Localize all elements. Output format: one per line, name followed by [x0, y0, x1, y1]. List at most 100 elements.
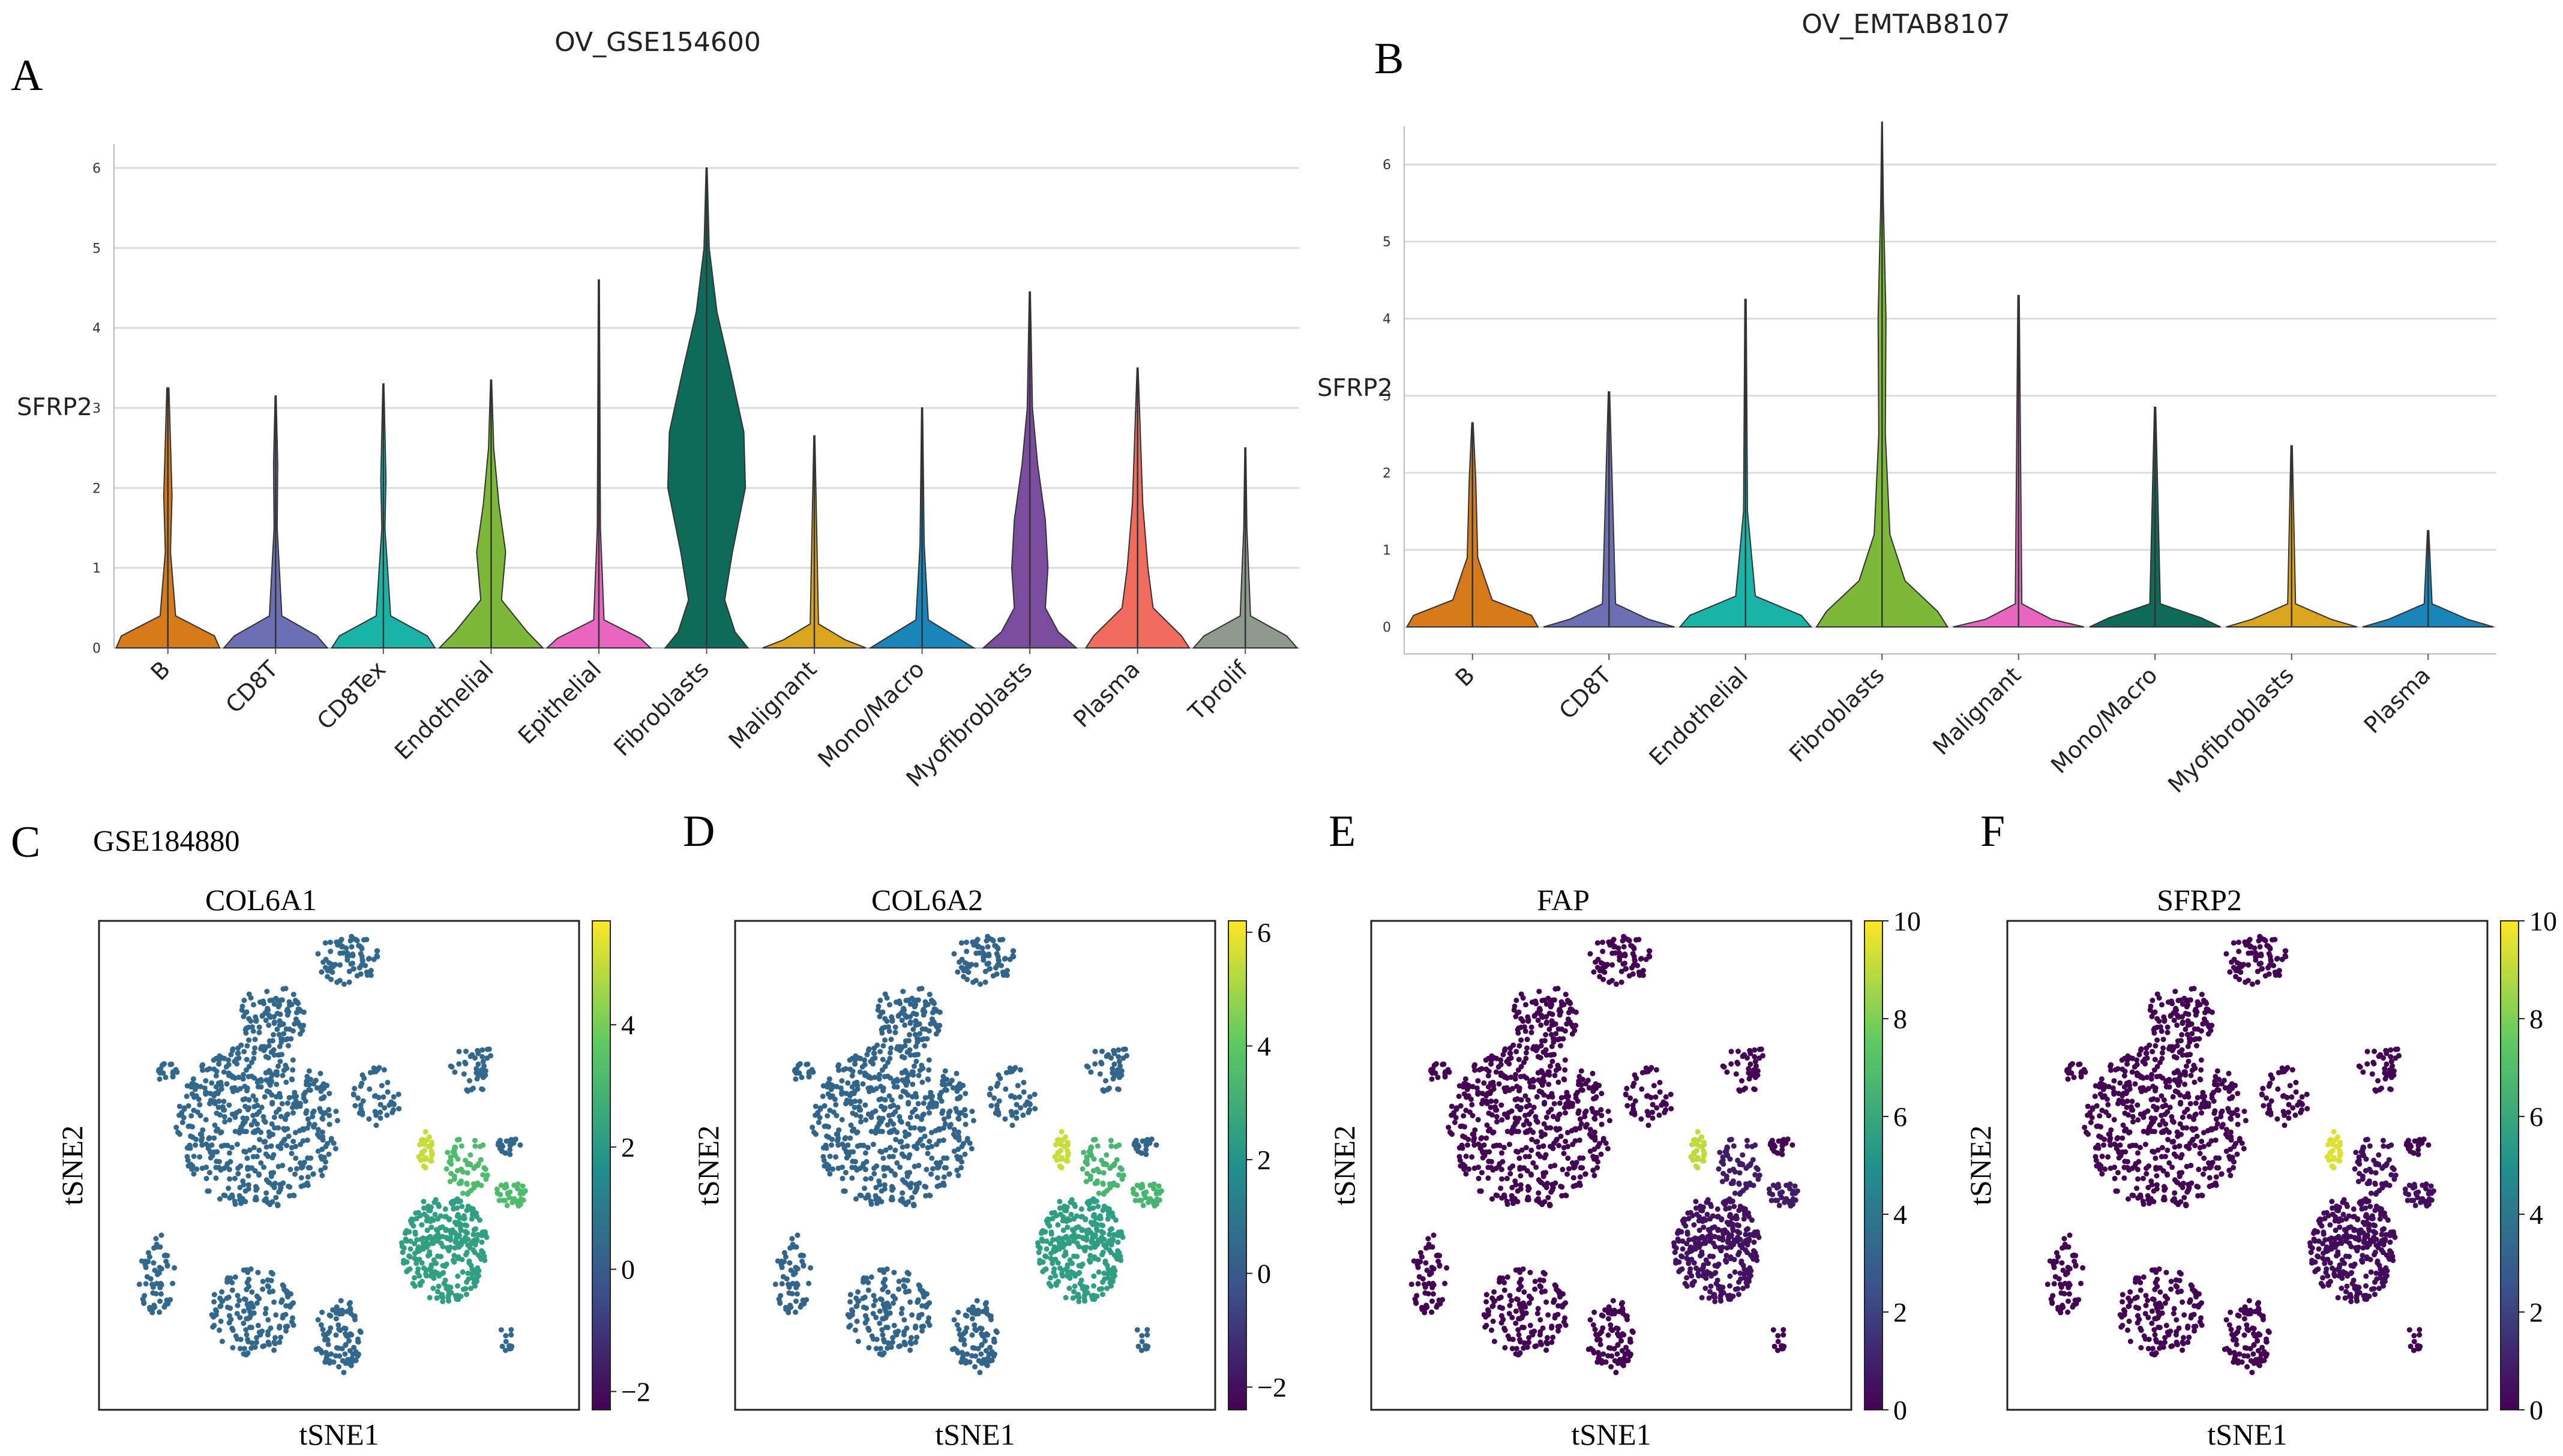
tsne-point	[1546, 1026, 1552, 1032]
tsne-point	[1526, 1185, 1532, 1191]
tsne-point	[412, 1250, 418, 1256]
tsne-point	[1701, 1158, 1707, 1164]
tsne-point	[497, 1137, 503, 1143]
tsne-point	[1089, 1152, 1095, 1158]
tsne-point	[450, 1257, 456, 1263]
tsne-point	[901, 1317, 907, 1323]
tsne-point	[451, 1176, 457, 1182]
tsne-point	[1743, 1280, 1749, 1286]
tsne-point	[984, 1311, 990, 1316]
tsne-point	[1695, 1164, 1701, 1170]
tsne-point	[931, 1006, 937, 1012]
tsne-point	[466, 1258, 472, 1264]
tsne-point	[1039, 1229, 1045, 1234]
tsne-point	[941, 1174, 947, 1180]
tsne-point	[840, 1164, 846, 1170]
tsne-point	[1618, 979, 1624, 985]
tsne-point	[504, 1202, 510, 1208]
tsne-point	[415, 1209, 421, 1215]
tsne-point	[1500, 1052, 1506, 1058]
tsne-point	[1096, 1169, 1102, 1175]
tsne-point	[961, 974, 967, 980]
tsne-point	[479, 1047, 485, 1053]
tsne-point	[1539, 1289, 1545, 1295]
tsne-point	[1429, 1298, 1435, 1304]
tsne-point	[873, 1193, 879, 1199]
tsne-point	[455, 1296, 461, 1302]
tsne-point	[306, 1082, 312, 1088]
tsne-point	[323, 1350, 329, 1356]
tsne-point	[520, 1183, 526, 1189]
tsne-point	[325, 1341, 331, 1347]
tsne-point	[1078, 1214, 1084, 1220]
tsne-point	[420, 1241, 426, 1246]
tsne-point	[1594, 1110, 1600, 1116]
tsne-point	[790, 1281, 796, 1286]
tsne-point	[440, 1269, 446, 1275]
colorbar	[1864, 920, 1883, 1410]
tsne-point	[338, 1298, 344, 1304]
tsne-point	[1611, 943, 1617, 949]
tsne-point	[944, 1155, 950, 1161]
tsne-point	[1549, 1339, 1555, 1345]
tsne-point	[174, 1069, 180, 1075]
tsne-point	[1048, 1241, 1054, 1247]
tsne-point	[1785, 1136, 1791, 1142]
tsne-point	[1732, 1190, 1738, 1196]
tsne-point	[892, 1172, 898, 1178]
tsne-point	[246, 1277, 252, 1283]
tsne-point	[928, 1130, 934, 1136]
tsne-point	[1527, 1102, 1533, 1108]
tsne-point	[979, 1342, 985, 1348]
tsne-point	[163, 1259, 169, 1264]
tsne-point	[1498, 1057, 1504, 1063]
tsne-point	[850, 1149, 856, 1155]
tsne-point	[1518, 1016, 1524, 1022]
tsne-point	[1408, 1281, 1414, 1287]
tsne-point	[1686, 1260, 1692, 1266]
tsne-point	[247, 1147, 253, 1153]
tsne-point	[979, 1361, 985, 1366]
tsne-point	[1550, 1113, 1556, 1119]
tsne-point	[921, 1100, 927, 1106]
tsne-point	[1483, 1135, 1489, 1141]
tsne-point	[1587, 1127, 1593, 1133]
tsne-point	[256, 1172, 262, 1178]
tsne-point	[248, 1266, 254, 1272]
tsne-point	[295, 1006, 301, 1012]
tsne-point	[847, 1322, 853, 1328]
tsne-point	[1067, 1275, 1073, 1281]
tsne-point	[475, 1061, 481, 1067]
tsne-point	[959, 956, 965, 962]
tsne-point	[203, 1164, 209, 1170]
tsne-point	[940, 1074, 946, 1079]
tsne-point	[879, 1296, 885, 1302]
tsne-point	[1133, 1137, 1139, 1143]
tsne-point	[1549, 1058, 1555, 1064]
tsne-point	[1718, 1289, 1724, 1295]
tsne-point	[427, 1134, 432, 1140]
tsne-point	[942, 1165, 948, 1170]
tsne-point	[1144, 1346, 1150, 1352]
tsne-point	[1095, 1237, 1101, 1243]
tsne-point	[508, 1332, 514, 1338]
tsne-cluster	[1035, 1196, 1126, 1304]
tsne-point	[821, 1157, 827, 1163]
tsne-point	[275, 1063, 281, 1069]
tsne-point	[475, 1232, 481, 1238]
tsne-point	[865, 1287, 871, 1293]
tsne-point	[1755, 1166, 1761, 1172]
tsne-point	[290, 1110, 296, 1116]
tsne-point	[1014, 1115, 1020, 1121]
tsne-point	[338, 936, 344, 942]
tsne-point	[349, 944, 355, 950]
tsne-point	[975, 1307, 981, 1313]
tsne-point	[1060, 1244, 1066, 1250]
tsne-point	[177, 1131, 182, 1137]
tsne-point	[914, 1145, 920, 1151]
tsne-point	[953, 1106, 959, 1112]
tsne-point	[879, 1199, 885, 1205]
tsne-point	[1083, 1228, 1089, 1233]
tsne-point	[906, 1155, 912, 1161]
tsne-point	[1090, 1221, 1096, 1227]
